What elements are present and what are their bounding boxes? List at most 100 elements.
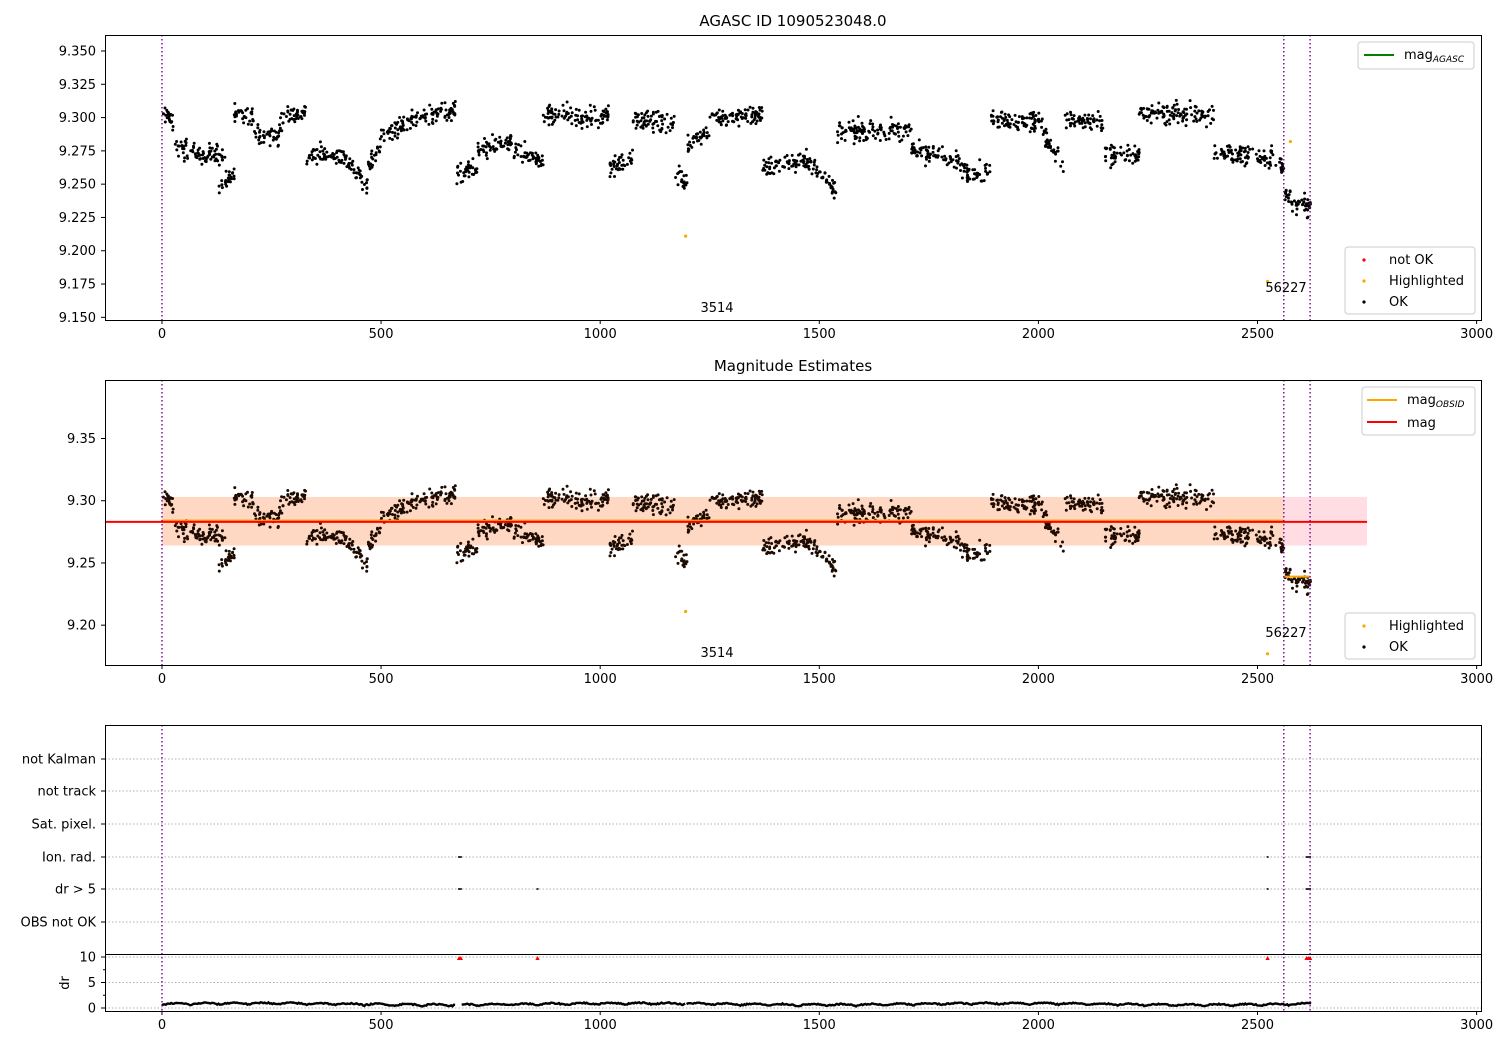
data-point [818, 170, 822, 174]
data-point [1212, 537, 1216, 541]
data-point [1126, 143, 1130, 147]
data-point [239, 492, 243, 496]
data-point [1120, 534, 1123, 538]
data-point [349, 167, 353, 171]
data-point [868, 504, 872, 508]
data-point [239, 109, 243, 113]
data-point [639, 119, 643, 123]
data-point [388, 130, 392, 134]
data-point [1109, 546, 1113, 549]
data-point [737, 507, 741, 511]
data-point [1303, 191, 1307, 195]
data-point [931, 145, 935, 148]
data-point [393, 509, 397, 512]
data-point [973, 168, 977, 172]
data-point [1143, 498, 1147, 502]
data-point [471, 157, 475, 161]
data-point [988, 543, 992, 547]
data-point [531, 537, 535, 541]
data-point [347, 163, 350, 166]
legend-swatch [1362, 645, 1366, 649]
data-point [651, 130, 655, 134]
x-tick-label: 2500 [1241, 1018, 1274, 1033]
data-point [641, 126, 645, 130]
data-point [365, 191, 369, 195]
data-point [1037, 120, 1041, 124]
data-point [1147, 107, 1151, 111]
data-point [1236, 154, 1240, 158]
data-point [1063, 497, 1067, 501]
data-point [570, 494, 574, 498]
data-point [233, 486, 237, 490]
data-point [892, 131, 896, 135]
data-point [931, 526, 935, 530]
data-point [770, 542, 774, 545]
data-point [318, 140, 322, 144]
data-point [220, 148, 224, 152]
data-point [339, 161, 343, 164]
data-point [256, 505, 260, 509]
data-point [282, 112, 286, 116]
data-point [250, 505, 254, 509]
data-point [288, 496, 292, 500]
data-point [1192, 502, 1196, 506]
data-point [1056, 146, 1060, 150]
data-point [751, 490, 755, 494]
data-point [951, 538, 955, 542]
data-point [754, 504, 758, 508]
data-point [198, 157, 202, 161]
data-point [801, 158, 805, 162]
data-point [299, 498, 302, 502]
data-point [634, 126, 638, 130]
data-point [182, 147, 186, 151]
data-point [628, 532, 632, 536]
data-point [851, 119, 855, 123]
data-point [924, 145, 928, 149]
data-point [382, 514, 386, 518]
data-point [1265, 161, 1269, 165]
data-point [443, 485, 447, 489]
data-point [936, 530, 940, 534]
data-point [850, 511, 854, 515]
data-point [1104, 159, 1108, 163]
data-point [1131, 161, 1135, 165]
data-point [751, 110, 755, 114]
data-point [604, 491, 608, 495]
data-point [173, 524, 177, 528]
data-point [651, 509, 655, 512]
data-point [250, 491, 254, 494]
data-point [1284, 188, 1288, 192]
data-point [1284, 191, 1288, 195]
data-point [522, 155, 526, 159]
data-point [1267, 546, 1271, 550]
data-point [739, 115, 743, 119]
data-point [1295, 207, 1299, 211]
data-point [592, 105, 596, 109]
data-point [844, 512, 848, 515]
data-point [499, 139, 503, 143]
data-point [428, 487, 432, 491]
data-point [183, 156, 187, 160]
data-point [428, 103, 432, 107]
data-point [739, 498, 743, 502]
data-point [605, 118, 609, 122]
data-point [717, 108, 721, 112]
data-point [1087, 496, 1091, 500]
data-point [1229, 150, 1233, 154]
data-point [477, 150, 481, 154]
data-point [878, 510, 882, 513]
data-point [206, 535, 210, 539]
data-point [1136, 539, 1140, 542]
data-point [682, 565, 686, 569]
data-point [637, 120, 640, 124]
data-point [1032, 110, 1036, 114]
data-point [1234, 148, 1238, 152]
data-point [459, 541, 463, 545]
data-point [1212, 156, 1216, 160]
data-point [414, 497, 418, 501]
data-point [940, 536, 944, 540]
data-point [550, 493, 554, 497]
data-point [628, 151, 632, 155]
data-point [648, 502, 652, 506]
data-point [439, 109, 443, 113]
